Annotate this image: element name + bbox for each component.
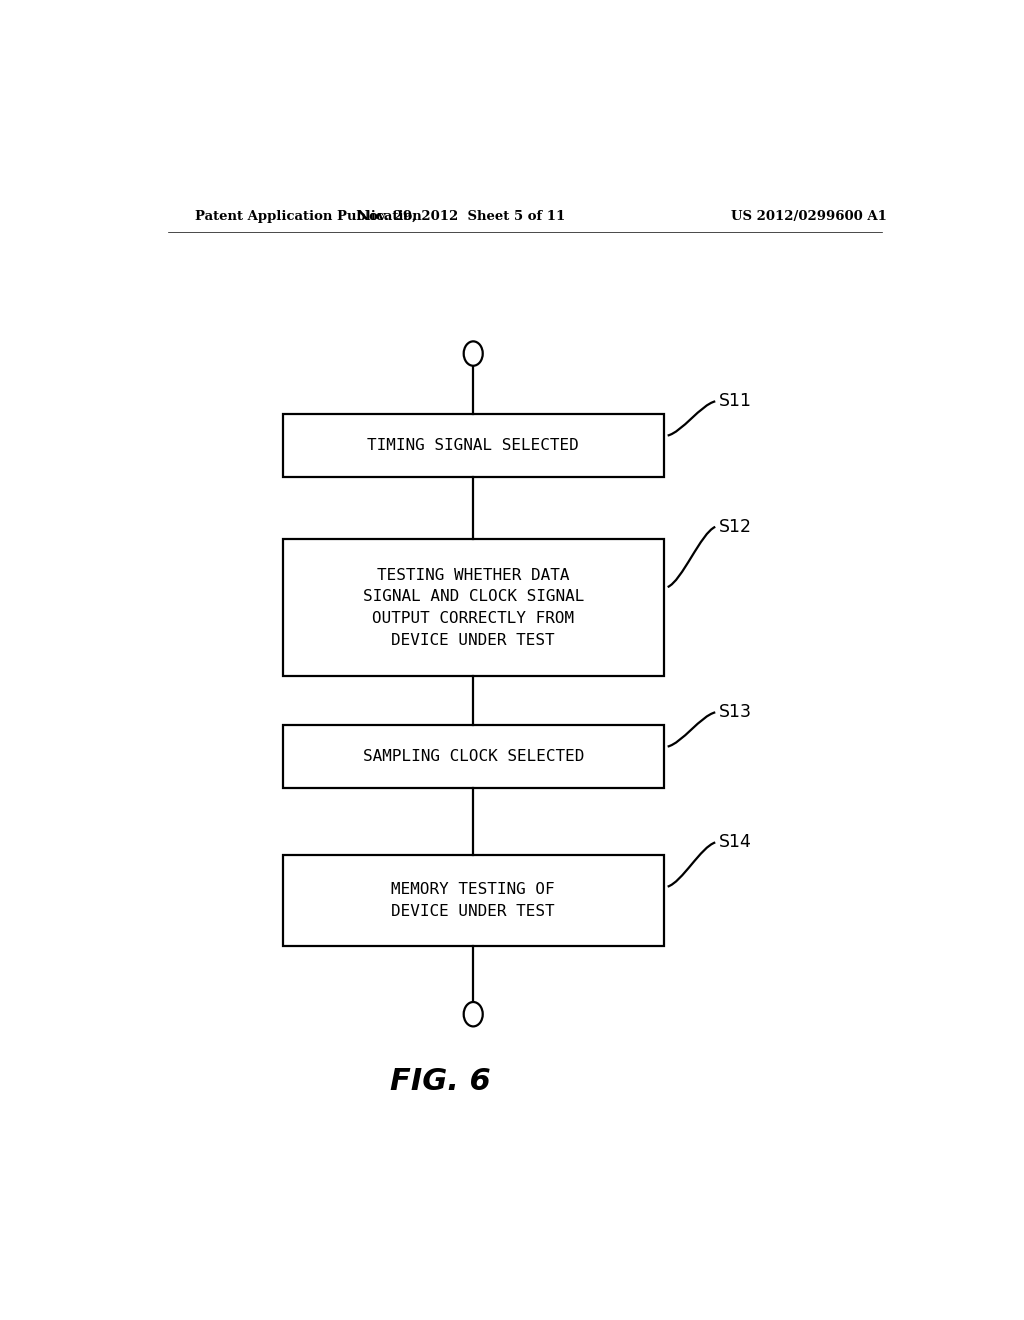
Circle shape xyxy=(464,1002,482,1027)
Text: TESTING WHETHER DATA
SIGNAL AND CLOCK SIGNAL
OUTPUT CORRECTLY FROM
DEVICE UNDER : TESTING WHETHER DATA SIGNAL AND CLOCK SI… xyxy=(362,568,584,648)
Text: SAMPLING CLOCK SELECTED: SAMPLING CLOCK SELECTED xyxy=(362,748,584,763)
Text: S11: S11 xyxy=(719,392,753,411)
FancyBboxPatch shape xyxy=(283,539,664,676)
Circle shape xyxy=(464,342,482,366)
Text: S14: S14 xyxy=(719,833,752,851)
Text: MEMORY TESTING OF
DEVICE UNDER TEST: MEMORY TESTING OF DEVICE UNDER TEST xyxy=(391,882,555,919)
Text: US 2012/0299600 A1: US 2012/0299600 A1 xyxy=(731,210,887,223)
Text: TIMING SIGNAL SELECTED: TIMING SIGNAL SELECTED xyxy=(368,437,580,453)
Text: S12: S12 xyxy=(719,517,753,536)
Text: Nov. 29, 2012  Sheet 5 of 11: Nov. 29, 2012 Sheet 5 of 11 xyxy=(357,210,565,223)
Text: S13: S13 xyxy=(719,704,753,721)
Text: FIG. 6: FIG. 6 xyxy=(390,1067,490,1096)
FancyBboxPatch shape xyxy=(283,854,664,946)
FancyBboxPatch shape xyxy=(283,725,664,788)
FancyBboxPatch shape xyxy=(283,413,664,477)
Text: Patent Application Publication: Patent Application Publication xyxy=(196,210,422,223)
